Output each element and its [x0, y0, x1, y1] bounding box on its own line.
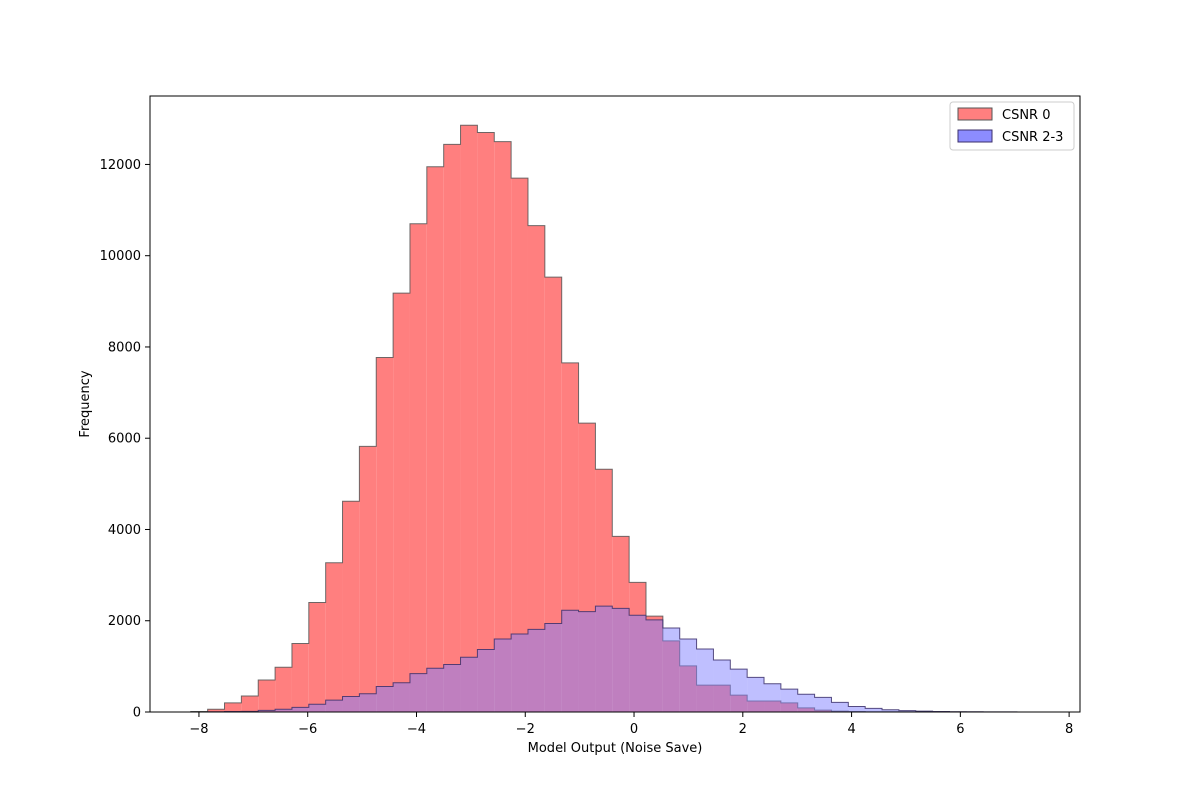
y-tick-label: 0	[133, 706, 141, 721]
legend: CSNR 0 CSNR 2-3	[949, 101, 1075, 151]
histogram-bar	[275, 667, 292, 712]
y-axis: 0 2000 4000 6000 8000 10000 12000	[100, 158, 150, 721]
histogram-bar	[780, 689, 798, 712]
histogram-bar	[646, 619, 663, 712]
histogram-bar	[747, 677, 765, 712]
histogram-bar	[814, 697, 832, 712]
histogram-bar	[376, 686, 394, 712]
histogram-bar	[359, 693, 377, 712]
histogram-bar	[898, 710, 916, 712]
histogram-bar	[409, 673, 427, 712]
y-tick-label: 4000	[108, 523, 141, 538]
x-axis: −8 −6 −4 −2 0 2 4 6 8	[189, 712, 1073, 737]
histogram-bar	[629, 615, 646, 712]
histogram-bar	[342, 501, 360, 712]
histogram-bar	[409, 223, 427, 712]
histogram-bar	[460, 125, 478, 713]
x-tick-label: 6	[956, 722, 964, 737]
histogram-bar	[848, 706, 866, 712]
histogram-bar	[730, 669, 748, 712]
histogram-bar	[511, 178, 528, 713]
axes-frame	[149, 95, 1081, 713]
y-tick-label: 6000	[108, 432, 141, 447]
histogram-bar	[460, 657, 478, 712]
histogram-bar	[258, 710, 276, 712]
plot-area	[190, 124, 1052, 713]
histogram-bar	[308, 602, 326, 712]
histogram-bar	[224, 702, 242, 712]
histogram-bar	[426, 668, 444, 712]
histogram-bar	[561, 610, 579, 712]
x-axis-label: Model Output (Noise Save)	[528, 741, 703, 756]
x-tick-label: 0	[630, 722, 638, 737]
y-tick-label: 12000	[100, 158, 141, 173]
x-tick-label: 8	[1065, 722, 1073, 737]
histogram-bar	[696, 649, 714, 712]
histogram-bar	[393, 293, 410, 712]
histogram-bar	[831, 702, 849, 712]
y-tick-label: 10000	[100, 249, 141, 264]
histogram-bar	[393, 682, 410, 712]
histogram-bar	[443, 144, 461, 712]
histogram-bar	[477, 649, 495, 712]
histogram-bar	[308, 704, 326, 712]
histogram-bar	[207, 709, 225, 712]
histogram-bar	[359, 446, 377, 712]
histogram-bar	[291, 643, 309, 712]
histogram-bar	[544, 277, 562, 712]
histogram-outline	[190, 605, 1052, 713]
histogram-bar	[426, 166, 444, 712]
histogram-bar	[527, 225, 545, 713]
x-tick-label: −6	[298, 722, 317, 737]
legend-label-csnr-0: CSNR 0	[1002, 108, 1051, 123]
histogram-bar	[258, 680, 276, 712]
y-axis-label: Frequency	[78, 370, 93, 437]
histogram-bar	[882, 709, 899, 712]
x-tick-label: 4	[847, 722, 855, 737]
series-csnr-2-3	[190, 605, 1052, 713]
histogram-bar	[325, 562, 343, 712]
y-tick-label: 2000	[108, 614, 141, 629]
histogram-bar	[325, 700, 343, 712]
x-tick-label: −4	[407, 722, 426, 737]
histogram-bar	[662, 628, 680, 712]
histogram-bar	[544, 623, 562, 712]
histogram-bar	[595, 606, 613, 712]
histogram-bar	[275, 709, 292, 712]
histogram-bar	[865, 708, 883, 712]
histogram-bar	[713, 659, 731, 712]
legend-label-csnr-2-3: CSNR 2-3	[1002, 130, 1063, 145]
histogram-bar	[511, 633, 528, 712]
histogram-bar	[797, 694, 815, 712]
histogram-bar	[527, 629, 545, 712]
histogram-bar	[241, 696, 259, 712]
histogram-bar	[494, 141, 512, 712]
legend-swatch-csnr-0	[957, 107, 993, 121]
histogram-bar	[578, 611, 596, 712]
histogram-bar	[494, 638, 512, 712]
histogram-bar	[291, 707, 309, 712]
x-tick-label: 2	[739, 722, 747, 737]
x-tick-label: −8	[189, 722, 208, 737]
x-tick-label: −2	[516, 722, 535, 737]
histogram-bar	[443, 664, 461, 712]
histogram-bar	[376, 357, 394, 712]
histogram-bar	[679, 638, 697, 712]
histogram-bar	[342, 696, 360, 712]
y-tick-label: 8000	[108, 340, 141, 355]
legend-swatch-csnr-2-3	[957, 129, 993, 143]
histogram-bar	[477, 132, 495, 712]
histogram-bar	[764, 683, 781, 712]
histogram-bar	[612, 608, 630, 712]
